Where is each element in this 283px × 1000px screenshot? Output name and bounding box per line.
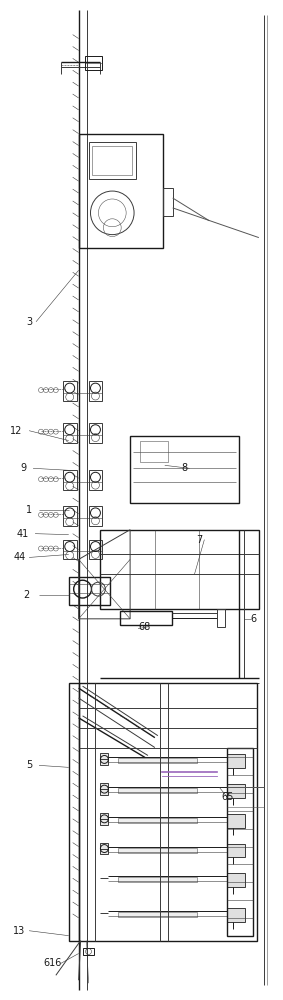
- Text: 6: 6: [251, 614, 257, 624]
- Bar: [85, 56, 102, 70]
- Text: 12: 12: [10, 426, 22, 436]
- Bar: [63, 470, 77, 490]
- Bar: [69, 577, 110, 605]
- Bar: [83, 948, 95, 955]
- Bar: [118, 758, 198, 763]
- Bar: [93, 146, 132, 175]
- Bar: [79, 134, 163, 248]
- Text: 13: 13: [13, 926, 25, 936]
- Text: 3: 3: [26, 317, 32, 327]
- Bar: [63, 506, 77, 526]
- Text: 8: 8: [181, 463, 188, 473]
- Bar: [100, 843, 108, 854]
- Bar: [217, 609, 225, 627]
- Text: 44: 44: [13, 552, 25, 562]
- Bar: [227, 784, 245, 798]
- Bar: [100, 753, 108, 765]
- Text: 7: 7: [196, 535, 203, 545]
- Bar: [63, 540, 77, 559]
- Bar: [227, 908, 245, 922]
- Bar: [89, 470, 102, 490]
- Text: 5: 5: [26, 760, 32, 770]
- Bar: [89, 540, 102, 559]
- Text: 616: 616: [44, 958, 62, 968]
- Bar: [100, 530, 259, 609]
- Text: 2: 2: [23, 590, 29, 600]
- Bar: [89, 381, 102, 401]
- Bar: [89, 423, 102, 443]
- Bar: [100, 813, 108, 825]
- Bar: [120, 611, 172, 625]
- Bar: [63, 381, 77, 401]
- Bar: [100, 783, 108, 795]
- Bar: [227, 754, 245, 768]
- Bar: [118, 818, 198, 823]
- Bar: [118, 848, 198, 853]
- Bar: [130, 436, 239, 503]
- Text: 1: 1: [26, 505, 32, 515]
- Bar: [89, 506, 102, 526]
- Bar: [63, 423, 77, 443]
- Bar: [227, 844, 245, 857]
- Bar: [227, 748, 253, 936]
- Bar: [227, 814, 245, 828]
- Bar: [118, 788, 198, 793]
- Bar: [227, 873, 245, 887]
- Bar: [89, 142, 136, 179]
- Bar: [118, 912, 198, 917]
- Bar: [69, 683, 257, 941]
- Bar: [118, 877, 198, 882]
- Text: 9: 9: [20, 463, 26, 473]
- Bar: [140, 441, 168, 462]
- Text: 65: 65: [221, 792, 233, 802]
- Bar: [163, 188, 173, 216]
- Text: 68: 68: [139, 622, 151, 632]
- Text: 41: 41: [17, 529, 29, 539]
